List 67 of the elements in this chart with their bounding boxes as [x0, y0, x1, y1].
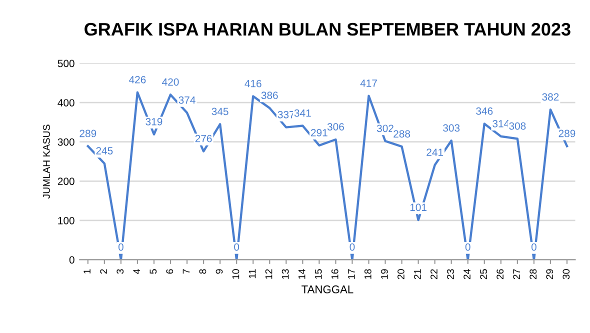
data-label: 288: [394, 130, 410, 138]
x-axis-title: TANGGAL: [302, 285, 354, 294]
data-label: 417: [360, 80, 377, 87]
x-tick-label: 24: [464, 269, 470, 280]
y-tick-label: 400: [58, 99, 74, 106]
x-tick-label: 17: [348, 269, 355, 279]
data-label: 386: [261, 92, 278, 100]
x-tick-label: 13: [282, 269, 289, 279]
x-tick-label: 6: [166, 269, 174, 274]
data-label: 374: [178, 96, 196, 104]
x-tick-label: 8: [199, 269, 206, 274]
y-tick-label: 500: [58, 60, 74, 68]
x-tick-label: 27: [513, 269, 520, 280]
data-label: 319: [146, 118, 162, 126]
data-label: 245: [96, 147, 113, 154]
x-tick-label: 26: [496, 269, 504, 280]
data-label: 426: [129, 76, 146, 84]
data-label: 0: [234, 243, 240, 251]
x-tick-label: 9: [216, 269, 223, 274]
x-tick-label: 14: [298, 269, 306, 279]
data-label: 302: [376, 124, 394, 132]
x-tick-label: 30: [562, 269, 570, 280]
data-label: 289: [558, 130, 576, 138]
data-label: 306: [327, 123, 344, 130]
x-tick-label: 11: [248, 269, 256, 278]
data-label: 291: [311, 129, 328, 136]
data-label: 0: [118, 243, 124, 251]
y-axis-title: JUMLAH KASUS: [43, 124, 50, 199]
data-label: 303: [443, 124, 460, 132]
data-label: 382: [542, 93, 559, 101]
x-tick-label: 4: [133, 269, 140, 274]
y-tick-label: 100: [58, 216, 74, 224]
x-tick-label: 25: [480, 269, 487, 280]
data-label: 0: [350, 243, 355, 251]
y-tick-label: 300: [58, 138, 74, 146]
x-tick-label: 20: [398, 269, 404, 280]
x-tick-label: 19: [380, 269, 388, 279]
x-tick-label: 16: [331, 269, 338, 279]
data-label: 0: [531, 243, 536, 251]
data-label: 345: [212, 108, 228, 116]
x-tick-label: 3: [116, 269, 124, 274]
data-label: 416: [244, 80, 262, 88]
data-label: 420: [162, 78, 179, 86]
data-label: 0: [465, 243, 470, 251]
x-tick-label: 2: [100, 269, 107, 274]
data-label: 308: [509, 122, 526, 130]
x-tick-label: 18: [364, 269, 372, 279]
data-label: 276: [195, 134, 212, 142]
x-tick-label: 22: [430, 269, 438, 280]
x-tick-label: 12: [265, 269, 272, 279]
x-tick-label: 7: [182, 269, 190, 274]
x-tick-label: 5: [150, 269, 157, 274]
chart-title: GRAFIK ISPA HARIAN BULAN SEPTEMBER TAHUN 2023: [84, 22, 570, 36]
data-label: 341: [294, 109, 311, 117]
x-tick-label: 15: [315, 269, 322, 279]
x-tick-label: 21: [414, 269, 421, 280]
data-label: 289: [80, 130, 96, 138]
x-tick-label: 23: [447, 269, 454, 280]
x-tick-label: 1: [84, 269, 90, 274]
data-label: 241: [426, 148, 444, 156]
x-tick-label: 28: [530, 269, 537, 280]
y-tick-label: 0: [69, 256, 74, 264]
y-tick-label: 200: [58, 178, 74, 186]
data-label: 101: [410, 204, 426, 212]
x-tick-label: 29: [546, 269, 554, 280]
x-tick-label: 10: [232, 269, 240, 279]
data-label: 346: [476, 107, 493, 115]
